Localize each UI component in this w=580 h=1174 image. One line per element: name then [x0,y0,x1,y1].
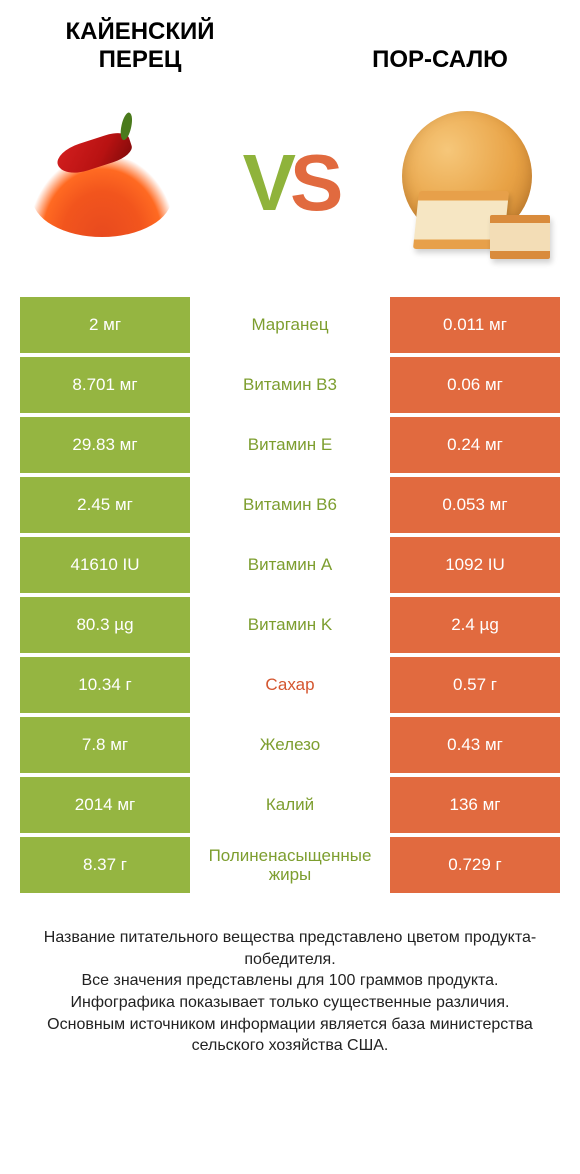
table-row: 2 мгМарганец0.011 мг [20,297,560,353]
table-row: 29.83 мгВитамин E0.24 мг [20,417,560,473]
table-row: 2014 мгКалий136 мг [20,777,560,833]
vs-s: S [290,138,337,227]
right-value-cell: 0.43 мг [390,717,560,773]
vs-v: V [243,138,290,227]
left-value-cell: 7.8 мг [20,717,190,773]
right-value-cell: 136 мг [390,777,560,833]
table-row: 2.45 мгВитамин B60.053 мг [20,477,560,533]
left-value-cell: 10.34 г [20,657,190,713]
nutrient-label: Полиненасыщенные жиры [190,837,390,893]
nutrient-label: Витамин E [190,417,390,473]
left-value-cell: 2 мг [20,297,190,353]
footer-notes: Название питательного вещества представл… [0,899,580,1057]
header: КАЙЕНСКИЙ ПЕРЕЦ ПОР-САЛЮ [0,0,580,73]
nutrient-label: Марганец [190,297,390,353]
nutrient-label: Витамин B3 [190,357,390,413]
left-value-cell: 8.37 г [20,837,190,893]
left-value-cell: 2014 мг [20,777,190,833]
visual-row: VS [0,73,580,297]
comparison-table: 2 мгМарганец0.011 мг8.701 мгВитамин B30.… [0,297,580,899]
left-value-cell: 8.701 мг [20,357,190,413]
left-product-image [26,93,206,273]
left-value-cell: 29.83 мг [20,417,190,473]
right-product-title: ПОР-САЛЮ [340,46,540,74]
nutrient-label: Железо [190,717,390,773]
vs-label: VS [243,137,338,229]
nutrient-label: Калий [190,777,390,833]
left-product-title: КАЙЕНСКИЙ ПЕРЕЦ [40,18,240,73]
cheese-cuts-icon [490,215,550,259]
table-row: 10.34 гСахар0.57 г [20,657,560,713]
table-row: 8.37 гПолиненасыщенные жиры0.729 г [20,837,560,893]
right-value-cell: 0.053 мг [390,477,560,533]
table-row: 8.701 мгВитамин B30.06 мг [20,357,560,413]
table-row: 41610 IUВитамин A1092 IU [20,537,560,593]
right-value-cell: 0.57 г [390,657,560,713]
table-row: 7.8 мгЖелезо0.43 мг [20,717,560,773]
footer-line-2: Все значения представлены для 100 граммо… [16,970,564,992]
right-product-image [374,93,554,273]
right-value-cell: 0.24 мг [390,417,560,473]
left-value-cell: 41610 IU [20,537,190,593]
right-value-cell: 0.729 г [390,837,560,893]
footer-line-4: Основным источником информации является … [16,1014,564,1057]
footer-line-1: Название питательного вещества представл… [16,927,564,970]
nutrient-label: Витамин A [190,537,390,593]
left-value-cell: 80.3 µg [20,597,190,653]
table-row: 80.3 µgВитамин K2.4 µg [20,597,560,653]
right-value-cell: 0.06 мг [390,357,560,413]
nutrient-label: Витамин B6 [190,477,390,533]
nutrient-label: Сахар [190,657,390,713]
left-value-cell: 2.45 мг [20,477,190,533]
footer-line-3: Инфографика показывает только существенн… [16,992,564,1014]
right-value-cell: 0.011 мг [390,297,560,353]
nutrient-label: Витамин K [190,597,390,653]
right-value-cell: 1092 IU [390,537,560,593]
right-value-cell: 2.4 µg [390,597,560,653]
